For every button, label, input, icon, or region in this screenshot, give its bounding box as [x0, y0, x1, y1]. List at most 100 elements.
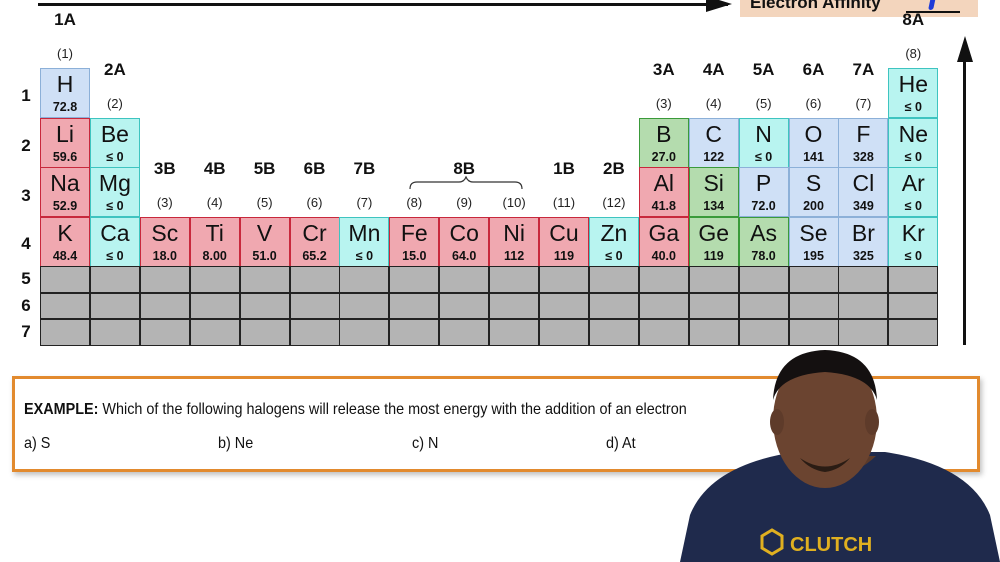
element-symbol: Ca — [100, 219, 130, 246]
empty-cell-period-5 — [40, 266, 90, 293]
empty-cell-period-6 — [339, 292, 390, 319]
option-c[interactable]: c) N — [412, 435, 439, 452]
element-cell-v: V 51.0 — [239, 216, 290, 267]
period-label-1: 1 — [21, 86, 31, 105]
element-cell-ti: Ti 8.00 — [189, 216, 240, 267]
empty-cell-period-6 — [788, 292, 839, 319]
group-number-9: (9) — [456, 194, 473, 210]
element-symbol: O — [804, 120, 823, 147]
empty-cell-period-7 — [838, 319, 889, 346]
electron-affinity-value: 72.0 — [751, 199, 776, 214]
empty-cell-period-7 — [289, 319, 340, 346]
group-label-3a: 3A — [652, 59, 675, 79]
example-question: EXAMPLE: Which of the following halogens… — [24, 401, 687, 419]
group-label-5b: 5B — [253, 158, 276, 178]
element-cell-he: He ≤ 0 — [888, 68, 939, 118]
empty-cell-period-5 — [588, 266, 639, 293]
empty-cell-period-6 — [688, 292, 739, 319]
group-number-10: (10) — [502, 194, 526, 210]
period-label-5: 5 — [21, 269, 31, 288]
electron-affinity-value: 41.8 — [651, 199, 676, 214]
empty-cell-period-7 — [40, 319, 90, 346]
element-cell-cr: Cr 65.2 — [289, 216, 340, 267]
empty-cell-period-5 — [89, 266, 140, 293]
empty-cell-period-7 — [339, 319, 390, 346]
electron-affinity-value: 141 — [803, 149, 824, 164]
element-symbol: Na — [50, 170, 80, 197]
empty-cell-period-5 — [289, 266, 340, 293]
electron-affinity-value: ≤ 0 — [904, 199, 922, 214]
electron-affinity-value: 59.6 — [52, 149, 78, 164]
element-symbol: Sc — [151, 219, 179, 246]
element-symbol: Ne — [898, 120, 928, 147]
electron-affinity-value: 328 — [852, 149, 874, 164]
group-number-1: (1) — [57, 46, 73, 61]
empty-cell-period-7 — [888, 319, 939, 346]
empty-cell-period-6 — [838, 292, 889, 319]
group-label-7a: 7A — [852, 59, 875, 79]
element-symbol: Fe — [400, 219, 428, 246]
electron-affinity-value: ≤ 0 — [605, 248, 623, 263]
element-symbol: V — [256, 219, 273, 246]
group-number-18: (8) — [905, 46, 922, 61]
empty-cell-period-6 — [588, 292, 639, 319]
element-symbol: P — [755, 170, 772, 197]
element-cell-c: C 122 — [688, 117, 739, 168]
horizontal-arrow-head-icon — [706, 0, 732, 12]
element-cell-zn: Zn ≤ 0 — [588, 216, 639, 267]
element-symbol: Se — [799, 219, 828, 246]
group-label-5a: 5A — [752, 59, 775, 79]
empty-cell-period-6 — [539, 292, 589, 319]
electron-affinity-value: ≤ 0 — [904, 248, 922, 263]
empty-cell-period-7 — [189, 319, 240, 346]
electron-affinity-value: ≤ 0 — [106, 248, 124, 263]
element-cell-si: Si 134 — [688, 167, 739, 218]
group-label-4b: 4B — [203, 158, 226, 178]
element-cell-n: N ≤ 0 — [738, 117, 789, 168]
element-cell-ga: Ga 40.0 — [638, 216, 689, 267]
electron-affinity-value: 134 — [703, 199, 725, 214]
group-number-12: (12) — [602, 194, 626, 210]
element-symbol: H — [56, 71, 74, 97]
electron-affinity-value: 112 — [504, 248, 525, 263]
group-number-7: (7) — [356, 194, 373, 210]
element-cell-sc: Sc 18.0 — [139, 216, 190, 267]
electron-affinity-value: 27.0 — [651, 149, 676, 164]
group-label-3b: 3B — [153, 158, 176, 178]
element-symbol: Ge — [698, 219, 730, 246]
empty-cell-period-7 — [588, 319, 639, 346]
element-cell-br: Br 325 — [838, 216, 889, 267]
empty-cell-period-6 — [189, 292, 240, 319]
electron-affinity-value: 349 — [852, 199, 874, 214]
electron-affinity-value: 122 — [703, 149, 725, 164]
element-cell-mg: Mg ≤ 0 — [89, 167, 140, 218]
electron-affinity-value: ≤ 0 — [106, 149, 124, 164]
electron-affinity-value: 64.0 — [452, 248, 477, 263]
vertical-trend-arrow-line — [963, 52, 966, 345]
empty-cell-period-6 — [289, 292, 340, 319]
element-cell-ca: Ca ≤ 0 — [89, 216, 140, 267]
option-d[interactable]: d) At — [606, 435, 636, 452]
element-symbol: Kr — [901, 219, 925, 246]
group-number-6: (6) — [306, 194, 323, 210]
empty-cell-period-6 — [389, 292, 440, 319]
element-cell-h: H 72.8 — [40, 68, 90, 118]
element-cell-al: Al 41.8 — [638, 167, 689, 218]
electron-affinity-value: 48.4 — [52, 248, 78, 263]
element-symbol: Li — [56, 120, 74, 147]
presenter-video-overlay: CLUTCH — [680, 350, 1000, 562]
electron-affinity-value: 40.0 — [651, 248, 676, 263]
element-cell-li: Li 59.6 — [40, 117, 90, 168]
group-label-7b: 7B — [353, 158, 376, 178]
option-a[interactable]: a) S — [24, 435, 51, 452]
period-label-7: 7 — [21, 322, 31, 341]
element-symbol: Cr — [302, 219, 327, 246]
element-symbol: B — [656, 120, 672, 147]
empty-cell-period-6 — [40, 292, 90, 319]
empty-cell-period-5 — [139, 266, 190, 293]
element-cell-na: Na 52.9 — [40, 167, 90, 218]
group-number-13: (3) — [655, 95, 672, 111]
option-b[interactable]: b) Ne — [218, 435, 254, 452]
element-symbol: Zn — [600, 219, 628, 246]
element-cell-ni: Ni 112 — [489, 216, 540, 267]
